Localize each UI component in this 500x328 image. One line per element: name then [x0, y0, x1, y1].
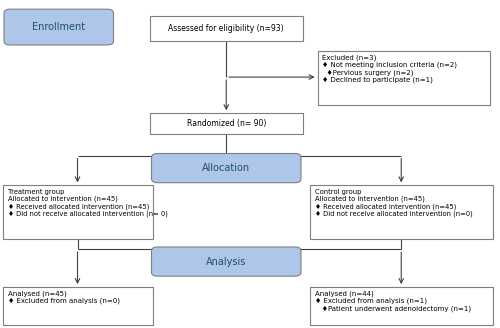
FancyBboxPatch shape — [318, 51, 490, 105]
Text: Enrollment: Enrollment — [32, 22, 86, 32]
FancyBboxPatch shape — [310, 185, 492, 239]
Text: Allocation: Allocation — [202, 163, 250, 173]
FancyBboxPatch shape — [2, 185, 152, 239]
Text: Control group
Allocated to intervention (n=45)
♦ Received allocated intervention: Control group Allocated to intervention … — [315, 189, 473, 217]
FancyBboxPatch shape — [2, 287, 152, 325]
Text: Excluded (n=3)
♦ Not meeting inclusion criteria (n=2)
  ♦Pervious surgery (n=2)
: Excluded (n=3) ♦ Not meeting inclusion c… — [322, 54, 458, 83]
Text: Randomized (n= 90): Randomized (n= 90) — [186, 119, 266, 128]
Text: Treatment group
Allocated to intervention (n=45)
♦ Received allocated interventi: Treatment group Allocated to interventio… — [8, 189, 168, 217]
Text: Assessed for eligibility (n=93): Assessed for eligibility (n=93) — [168, 24, 284, 33]
FancyBboxPatch shape — [152, 154, 301, 183]
Text: Analysis: Analysis — [206, 256, 246, 267]
FancyBboxPatch shape — [152, 247, 301, 276]
FancyBboxPatch shape — [4, 9, 114, 45]
FancyBboxPatch shape — [150, 113, 302, 134]
Text: Analysed (n=44)
♦ Excluded from analysis (n=1)
   ♦Patient underwent adenoidecto: Analysed (n=44) ♦ Excluded from analysis… — [315, 290, 471, 312]
FancyBboxPatch shape — [310, 287, 492, 325]
Text: Analysed (n=45)
♦ Excluded from analysis (n=0): Analysed (n=45) ♦ Excluded from analysis… — [8, 290, 119, 304]
FancyBboxPatch shape — [150, 16, 302, 41]
